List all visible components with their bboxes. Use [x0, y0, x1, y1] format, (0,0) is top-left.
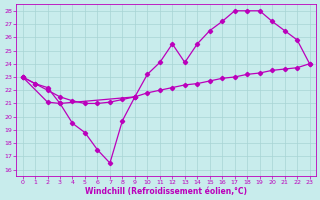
X-axis label: Windchill (Refroidissement éolien,°C): Windchill (Refroidissement éolien,°C)	[85, 187, 247, 196]
